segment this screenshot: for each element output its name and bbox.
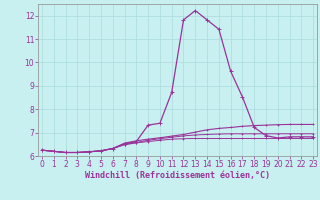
X-axis label: Windchill (Refroidissement éolien,°C): Windchill (Refroidissement éolien,°C): [85, 171, 270, 180]
